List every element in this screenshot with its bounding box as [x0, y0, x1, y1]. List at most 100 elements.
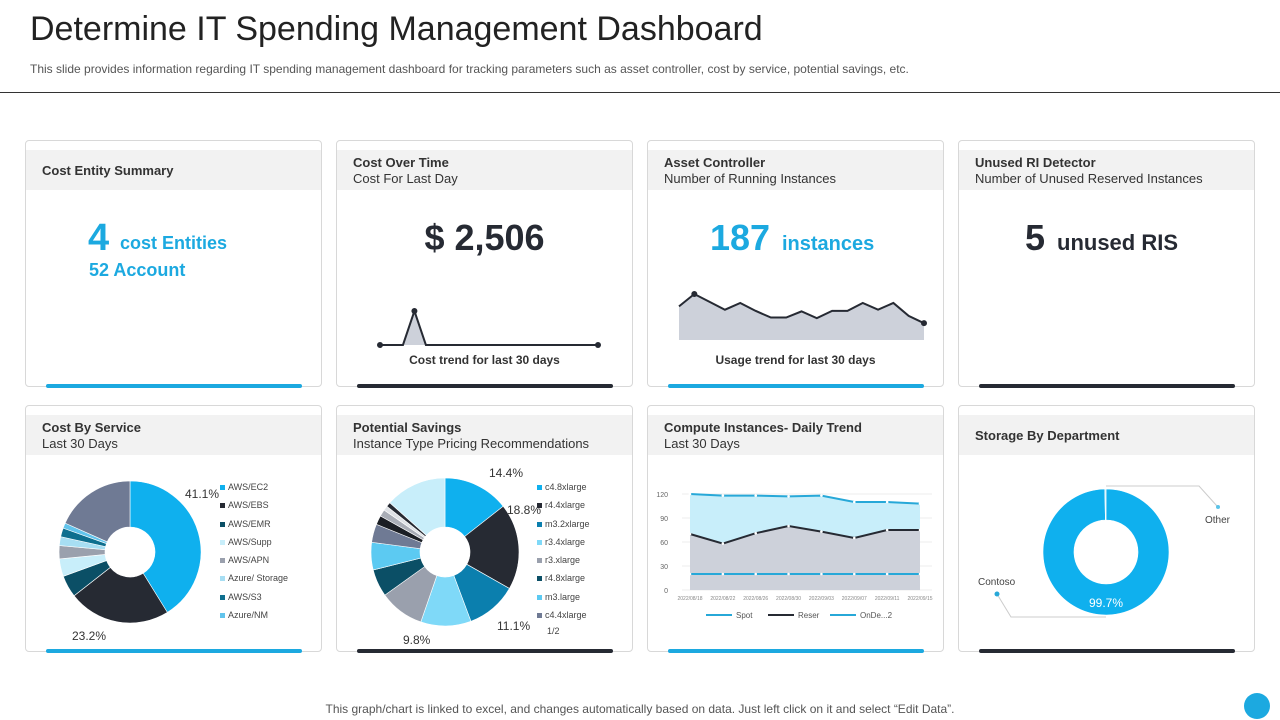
trend-area — [679, 294, 924, 340]
card-title: Cost Over Time — [353, 155, 449, 170]
legend-label: Reser — [798, 611, 820, 620]
legend-item: Azure/ Storage — [220, 569, 288, 587]
trend-point — [595, 342, 601, 348]
data-point — [852, 536, 856, 540]
card-title: Cost Entity Summary — [42, 163, 174, 178]
data-point — [885, 572, 889, 576]
card-subtitle: Instance Type Pricing Recommendations — [353, 436, 590, 451]
legend-label: Spot — [736, 611, 753, 620]
legend-swatch — [220, 539, 225, 545]
trend-point — [691, 291, 698, 297]
x-tick-label: 2022/09/07 — [842, 596, 867, 602]
slide-badge — [1244, 693, 1270, 719]
page-title: Determine IT Spending Management Dashboa… — [30, 10, 763, 48]
cost-by-service-donut[interactable] — [26, 406, 323, 653]
legend-swatch — [537, 485, 542, 490]
x-tick-label: 2022/08/26 — [743, 596, 768, 602]
card-subtitle: Number of Unused Reserved Instances — [975, 171, 1203, 186]
legend-swatch — [537, 503, 542, 509]
legend-label: Azure/ Storage — [228, 573, 289, 584]
unused-unit: unused RIS — [1057, 230, 1179, 255]
x-tick-label: 2022/08/22 — [710, 596, 735, 602]
legend-swatch — [220, 485, 225, 490]
data-point — [688, 492, 692, 496]
legend-item: AWS/EMR — [220, 515, 288, 533]
slice-r4-4xlarge — [464, 505, 520, 589]
leader-line-contoso — [996, 593, 1106, 618]
legend-item: r3.xlarge — [537, 551, 590, 569]
card-subtitle: Number of Running Instances — [664, 171, 836, 186]
legend-item: c4.8xlarge — [537, 478, 590, 496]
data-point — [918, 502, 922, 505]
legend-label: AWS/EMR — [228, 518, 271, 529]
y-tick-label: 120 — [656, 492, 668, 499]
x-tick-label: 2022/09/15 — [907, 596, 932, 602]
card-accent-bar — [357, 384, 613, 388]
card-cost-by-service: Cost By Service Last 30 Days 41.1% 23.2% … — [25, 405, 323, 653]
card-accent-bar — [46, 384, 302, 388]
divider — [0, 92, 1280, 93]
legend-swatch — [220, 503, 225, 509]
series-line-reser — [689, 524, 920, 545]
legend-item: Azure/NM — [220, 606, 288, 624]
x-tick-label: 2022/09/11 — [875, 596, 900, 602]
usage-caption: Usage trend for last 30 days — [715, 353, 876, 367]
card-unused-ri-detector: Unused RI Detector Number of Unused Reser… — [958, 140, 1255, 388]
legend-label: m3.2xlarge — [545, 518, 590, 529]
cost-sparkline — [377, 307, 601, 348]
trend-line — [678, 292, 925, 325]
y-tick-label: 60 — [660, 540, 668, 547]
y-tick-label: 0 — [664, 588, 668, 595]
card-title: Cost By Service — [42, 420, 141, 435]
legend: c4.8xlarge r4.4xlarge m3.2xlarge r3.4xlarge… — [537, 478, 590, 624]
legend-swatch — [220, 576, 225, 582]
potential-savings-donut[interactable] — [337, 406, 634, 653]
data-point — [721, 572, 725, 576]
compute-area-chart[interactable]: 0 30 60 90 120 2022/08/18 2022/08/22 2022/08/26… — [648, 406, 945, 653]
legend-label: r3.xlarge — [545, 555, 581, 566]
data-point — [688, 572, 692, 576]
legend-label: AWS/S3 — [228, 591, 262, 602]
slice-label-14: 14.4% — [489, 466, 524, 480]
data-point — [852, 500, 856, 504]
entity-count: 4 — [88, 217, 110, 259]
legend-label: AWS/APN — [228, 555, 270, 566]
legend-label: m3.large — [545, 591, 581, 602]
legend-label: r3.4xlarge — [545, 536, 586, 547]
card-subtitle: Last 30 Days — [42, 436, 118, 451]
storage-donut[interactable] — [959, 406, 1256, 653]
card-subtitle: Last 30 Days — [664, 436, 740, 451]
card-accent-bar — [668, 649, 924, 653]
x-tick-label: 2022/09/03 — [809, 596, 834, 602]
y-tick-label: 90 — [660, 516, 668, 523]
data-point — [820, 494, 823, 497]
card-title: Potential Savings — [353, 420, 462, 435]
legend-page-indicator[interactable]: 1/2 — [547, 626, 560, 636]
footer-note: This graph/chart is linked to excel, and… — [325, 702, 955, 716]
label-other: Other — [1205, 515, 1231, 526]
legend-item: r3.4xlarge — [537, 533, 590, 551]
account-count: 52 Account — [89, 260, 186, 280]
data-point — [885, 500, 889, 504]
legend-swatch — [537, 539, 542, 545]
card-cost-entity-summary: Cost Entity Summary 4 cost Entities 52 A… — [25, 140, 322, 388]
legend-swatch — [220, 613, 225, 619]
legend-swatch — [537, 613, 542, 619]
card-accent-bar — [357, 649, 613, 653]
card-accent-bar — [979, 649, 1235, 653]
data-point — [688, 532, 692, 536]
leader-dot — [994, 591, 1000, 597]
data-point — [721, 494, 725, 497]
data-point — [787, 495, 790, 498]
card-compute-instances: Compute Instances- Daily Trend Last 30 Da… — [647, 405, 945, 653]
slice-label-9: 9.8% — [403, 633, 431, 647]
entity-label: cost Entities — [120, 233, 228, 253]
legend-swatch — [537, 576, 542, 582]
legend-label: c4.8xlarge — [545, 482, 587, 492]
data-point — [820, 572, 823, 576]
label-contoso-pct: 99.7% — [1089, 596, 1124, 610]
card-title: Storage By Department — [975, 428, 1120, 443]
legend-swatch — [537, 521, 542, 527]
data-point — [754, 494, 758, 497]
legend-swatch — [220, 521, 225, 527]
